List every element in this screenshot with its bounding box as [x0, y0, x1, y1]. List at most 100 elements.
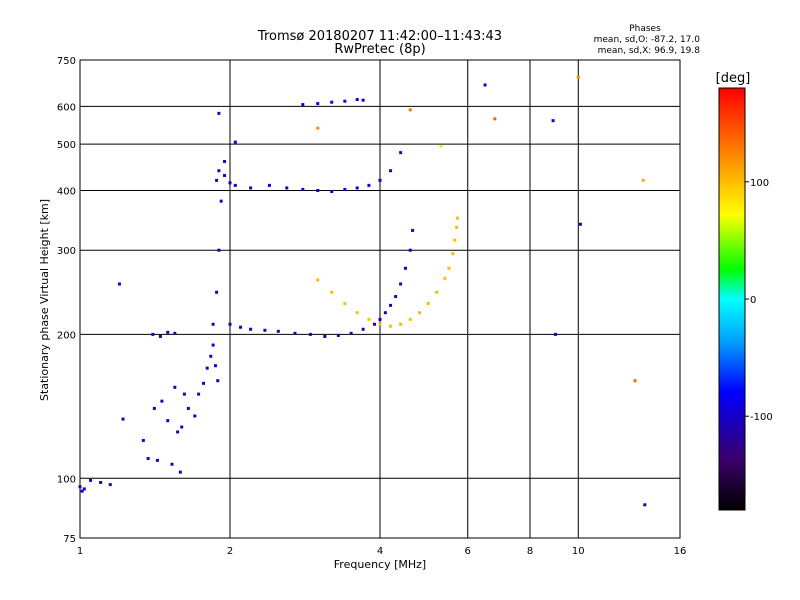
data-point — [316, 102, 320, 106]
data-point — [166, 419, 170, 423]
data-point — [293, 331, 297, 335]
colorbar-tick-label: -100 — [750, 412, 773, 423]
data-point — [443, 276, 447, 280]
data-point — [233, 140, 237, 144]
data-point — [117, 282, 121, 286]
data-point — [301, 103, 305, 107]
data-point — [267, 183, 271, 187]
data-point — [435, 290, 439, 294]
data-point — [166, 330, 170, 334]
data-point — [389, 303, 393, 307]
data-point — [263, 328, 267, 332]
data-point — [483, 83, 487, 87]
data-point — [551, 119, 555, 123]
data-point — [408, 317, 412, 321]
data-point — [361, 327, 365, 331]
data-point — [249, 327, 253, 331]
y-tick-label: 500 — [57, 140, 76, 151]
data-point — [301, 187, 305, 191]
data-point — [180, 425, 184, 429]
data-point — [633, 379, 637, 383]
data-point — [215, 290, 219, 294]
x-tick-label: 10 — [572, 546, 585, 557]
y-tick-label: 200 — [57, 330, 76, 341]
data-point — [216, 379, 220, 383]
data-point — [223, 159, 227, 163]
data-point — [99, 480, 103, 484]
data-point — [173, 331, 177, 335]
data-point — [399, 151, 403, 155]
data-point — [178, 470, 182, 474]
data-point — [209, 354, 213, 358]
data-point — [355, 186, 359, 190]
data-point — [158, 334, 162, 338]
data-point — [378, 178, 382, 182]
data-point — [355, 311, 359, 315]
data-point — [367, 183, 371, 187]
data-point — [417, 311, 421, 315]
y-tick-label: 75 — [63, 534, 76, 545]
data-point — [211, 343, 215, 347]
y-tick-label: 400 — [57, 186, 76, 197]
data-point — [378, 322, 382, 326]
data-point — [239, 325, 243, 329]
x-tick-label: 1 — [77, 546, 83, 557]
data-point — [219, 199, 223, 203]
data-point — [493, 117, 497, 121]
data-point — [217, 169, 221, 173]
data-point — [330, 190, 334, 194]
data-point — [228, 181, 232, 185]
data-point — [383, 311, 387, 315]
data-point — [193, 414, 197, 418]
data-point — [308, 332, 312, 336]
y-axis-ticks: 75 100 200 300 400 500 600 750 — [57, 56, 76, 545]
data-point — [285, 186, 289, 190]
x-axis-label: Frequency [MHz] — [334, 558, 426, 571]
data-point — [394, 295, 398, 299]
data-point — [367, 317, 371, 321]
data-point — [78, 485, 82, 489]
data-point — [453, 238, 457, 242]
data-point — [399, 282, 403, 286]
chart-title: Tromsø 20180207 11:42:00–11:43:43 — [257, 29, 502, 44]
colorbar-ticks: 100 0 -100 — [745, 178, 773, 423]
data-point — [202, 381, 206, 385]
data-point — [316, 126, 320, 130]
x-tick-label: 4 — [377, 546, 383, 557]
data-point — [426, 302, 430, 306]
data-point — [223, 173, 227, 177]
y-axis-label: Stationary phase Virtual Height [km] — [38, 199, 51, 401]
colorbar-label: [deg] — [716, 71, 751, 86]
chart-subtitle: RwPretec (8p) — [334, 42, 425, 57]
data-point — [233, 183, 237, 187]
data-point — [249, 186, 253, 190]
data-point — [455, 225, 459, 229]
data-points — [78, 75, 647, 507]
data-point — [121, 417, 125, 421]
data-point — [316, 278, 320, 282]
data-point — [349, 331, 353, 335]
data-point — [343, 99, 347, 103]
data-point — [641, 178, 645, 182]
data-point — [276, 329, 280, 333]
data-point — [408, 248, 412, 252]
data-point — [89, 478, 93, 482]
data-point — [182, 392, 186, 396]
data-point — [643, 503, 647, 507]
data-point — [403, 266, 407, 270]
data-point — [439, 144, 443, 148]
data-point — [330, 100, 334, 104]
data-point — [217, 111, 221, 115]
grid-lines — [80, 60, 680, 538]
data-point — [160, 399, 164, 403]
data-point — [176, 430, 180, 434]
data-point — [228, 322, 232, 326]
data-point — [408, 108, 412, 112]
colorbar-tick-label: 0 — [750, 295, 756, 306]
y-tick-label: 600 — [57, 102, 76, 113]
phases-line-o: mean, sd,O: -87.2, 17.0 — [594, 35, 701, 45]
data-point — [343, 187, 347, 191]
colorbar-tick-label: 100 — [750, 178, 769, 189]
x-axis-ticks: 1 2 4 6 8 10 16 — [77, 546, 687, 557]
